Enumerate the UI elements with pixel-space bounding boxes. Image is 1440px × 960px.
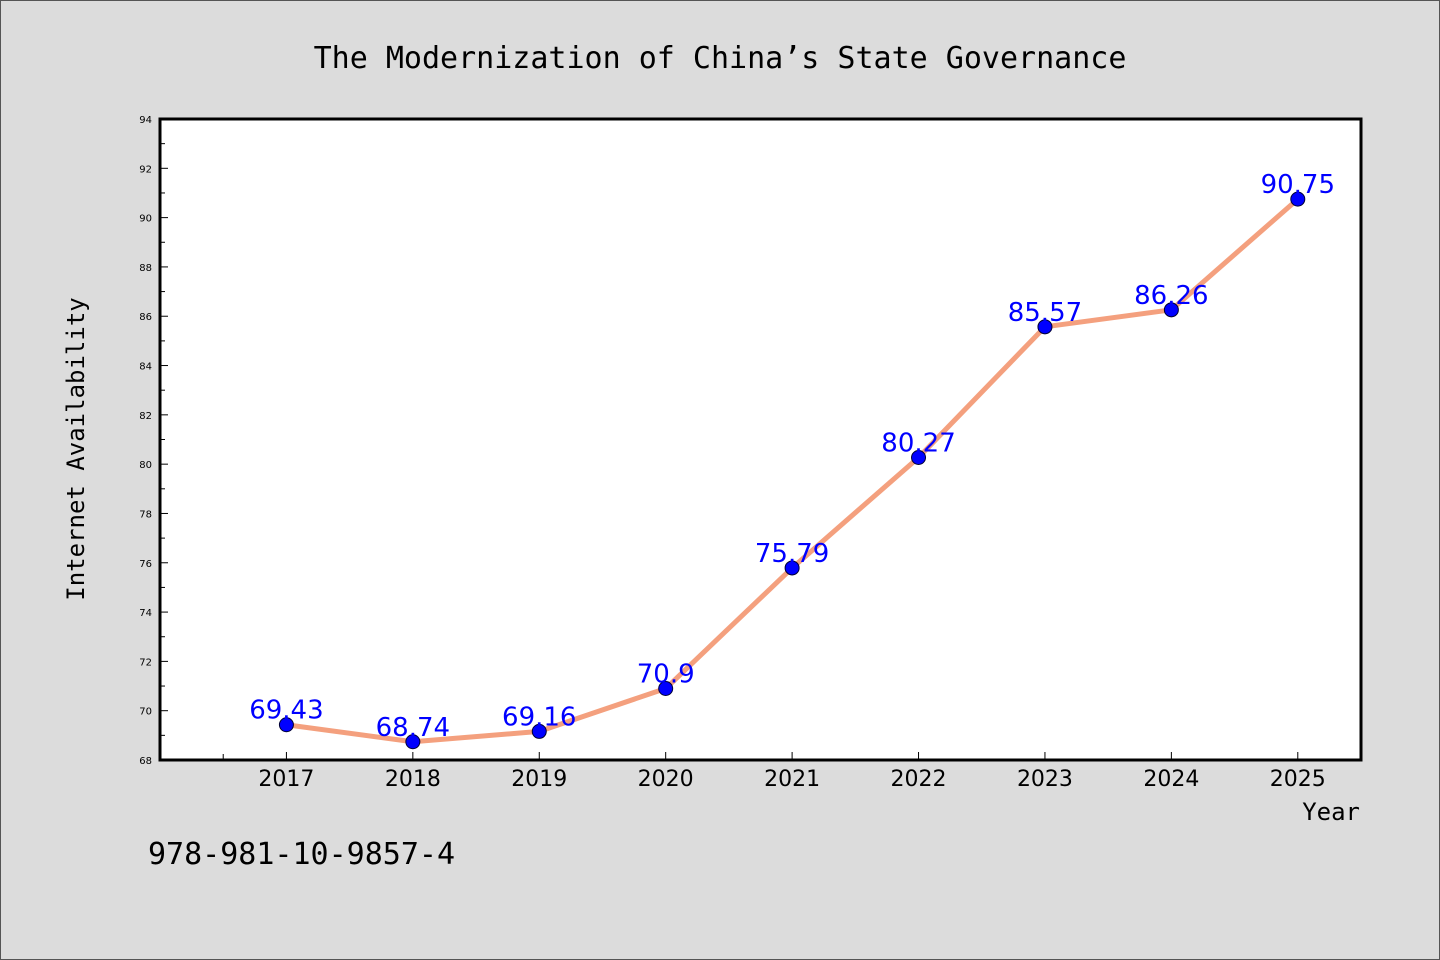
- data-point: [1290, 191, 1306, 207]
- data-point: [658, 681, 674, 697]
- data-point: [784, 560, 800, 576]
- y-tick-label: 90: [139, 214, 152, 225]
- x-tick-label: 2022: [891, 767, 947, 792]
- data-label: 69.43: [249, 696, 323, 726]
- x-axis: 2017 2018 2019 2020 2021 2022 2023 2024 2025: [222, 752, 1326, 792]
- data-point: [1037, 319, 1053, 335]
- data-label: 86.26: [1134, 281, 1208, 311]
- y-tick-label: 72: [139, 657, 152, 668]
- x-tick-label: 2025: [1270, 767, 1326, 792]
- x-axis-label: Year: [1302, 798, 1360, 826]
- plot-area: [158, 117, 1363, 762]
- y-axis: 68 70 72 74 76 78 80 82 84 86 88 90 92 94: [139, 115, 168, 767]
- y-tick-label: 94: [139, 115, 152, 126]
- data-label: 80.27: [881, 428, 955, 458]
- y-tick-label: 68: [139, 756, 152, 767]
- data-point: [911, 449, 927, 465]
- y-tick-label: 80: [139, 460, 152, 471]
- y-tick-label: 76: [139, 559, 152, 570]
- x-tick-label: 2018: [385, 767, 441, 792]
- y-tick-label: 70: [139, 707, 152, 718]
- chart-title: The Modernization of China’s State Gover…: [314, 41, 1127, 76]
- data-label: 90.75: [1261, 170, 1335, 200]
- data-point: [531, 723, 547, 739]
- data-label: 70.9: [637, 660, 695, 690]
- x-tick-label: 2020: [638, 767, 694, 792]
- data-point: [405, 734, 421, 750]
- y-tick-label: 92: [139, 164, 152, 175]
- series-line-group: [278, 191, 1306, 750]
- data-label: 68.74: [376, 713, 450, 743]
- x-tick-label: 2019: [511, 767, 567, 792]
- y-tick-label: 86: [139, 312, 152, 323]
- data-label: 85.57: [1008, 298, 1082, 328]
- x-tick-label: 2024: [1143, 767, 1199, 792]
- data-labels: 69.43 68.74 69.16 70.9 75.79 80.27 85.57 86.26 9…: [249, 170, 1335, 743]
- y-tick-label: 82: [139, 411, 152, 422]
- data-label: 69.16: [502, 702, 576, 732]
- x-tick-label: 2017: [258, 767, 314, 792]
- y-tick-label: 78: [139, 509, 152, 520]
- y-tick-label: 74: [139, 608, 152, 619]
- isbn-text: 978-981-10-9857-4: [148, 837, 455, 872]
- data-point: [278, 717, 294, 733]
- y-tick-label: 84: [139, 362, 152, 373]
- data-label: 75.79: [755, 539, 829, 569]
- x-tick-label: 2023: [1017, 767, 1073, 792]
- x-tick-label: 2021: [764, 767, 820, 792]
- y-tick-label: 88: [139, 263, 152, 274]
- data-point: [1163, 302, 1179, 318]
- y-axis-label: Internet Availability: [62, 297, 90, 600]
